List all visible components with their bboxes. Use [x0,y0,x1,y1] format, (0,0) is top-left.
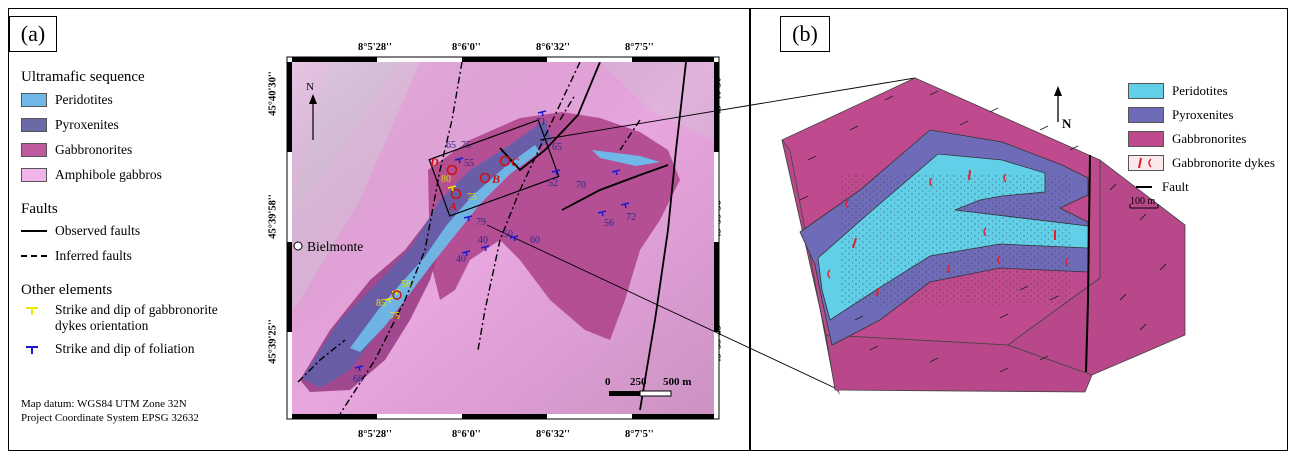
lat-tick-left-2: 45°39'58'' [267,194,279,239]
lon-tick-bottom-1: 8°5'28'' [358,429,392,440]
dyke-orientation-line1: Strike and dip of gabbronorite [55,302,218,317]
block-legend-pyroxenites-label: Pyroxenites [1172,107,1234,122]
other-elements-title: Other elements [21,282,113,298]
lat-tick-left-3: 45°39'25'' [267,319,279,364]
lat-tick-right-3: 45°39'25'' [712,319,724,364]
block-legend-dykes-label: Gabbronorite dykes [1172,155,1275,170]
block-legend-gabbronorites: Gabbronorites [1128,131,1246,147]
block-legend-gabbronorites-label: Gabbronorites [1172,131,1247,146]
legend-peridotites-label: Peridotites [55,92,113,107]
peridotites-swatch [21,93,47,107]
dyke-orientation-line2: dykes orientation [55,318,149,333]
pyroxenites-swatch [21,118,47,132]
lat-tick-right-2: 45°39'58'' [712,194,724,239]
lat-tick-right-1: 45°40'30'' [712,71,724,116]
block-legend-pyroxenites: Pyroxenites [1128,107,1233,123]
legend-inferred-faults-label: Inferred faults [55,248,132,263]
lat-tick-left-1: 45°40'30'' [267,71,279,116]
foliation-label: Strike and dip of foliation [55,341,195,356]
foliation-strike-dip-icon [26,346,38,354]
panel-b-frame [750,8,1288,451]
lon-tick-bottom-4: 8°7'5'' [625,429,654,440]
block-legend-peridotites-label: Peridotites [1172,83,1228,98]
block-legend-fault: Fault [1128,179,1189,195]
lon-tick-top-3: 8°6'32'' [536,42,570,53]
block-pyroxenites-swatch [1128,107,1164,123]
legend-inferred-faults: Inferred faults [21,248,132,264]
legend-pyroxenites: Pyroxenites [21,117,119,133]
block-dykes-swatch [1128,155,1164,171]
block-legend-fault-label: Fault [1162,179,1189,194]
amphibole-gabbros-swatch [21,168,47,182]
legend-pyroxenites-label: Pyroxenites [55,117,119,132]
panel-a-label: (a) [9,16,57,52]
observed-fault-line-icon [21,230,47,232]
block-gabbronorites-swatch [1128,131,1164,147]
inferred-fault-line-icon [21,255,47,257]
lon-tick-top-1: 8°5'28'' [358,42,392,53]
dyke-strike-dip-icon [26,307,38,315]
faults-title: Faults [21,201,58,217]
legend-amphibole-gabbros: Amphibole gabbros [21,167,162,183]
legend-gabbronorites: Gabbronorites [21,142,132,158]
datum-line2: Project Coordinate System EPSG 32632 [21,412,199,424]
datum-line1: Map datum: WGS84 UTM Zone 32N [21,398,187,410]
block-fault-line-icon [1136,186,1152,188]
block-legend-peridotites: Peridotites [1128,83,1228,99]
legend-observed-faults-label: Observed faults [55,223,141,238]
ultramafic-title: Ultramafic sequence [21,69,145,85]
lon-tick-bottom-3: 8°6'32'' [536,429,570,440]
block-peridotites-swatch [1128,83,1164,99]
panel-b-label: (b) [780,16,830,52]
lon-tick-top-2: 8°6'0'' [452,42,481,53]
lon-tick-top-4: 8°7'5'' [625,42,654,53]
block-legend-dykes: Gabbronorite dykes [1128,155,1275,171]
legend-amphibole-gabbros-label: Amphibole gabbros [55,167,162,182]
legend-peridotites: Peridotites [21,92,113,108]
lon-tick-bottom-2: 8°6'0'' [452,429,481,440]
gabbronorites-swatch [21,143,47,157]
legend-observed-faults: Observed faults [21,223,140,239]
legend-gabbronorites-label: Gabbronorites [55,142,133,157]
